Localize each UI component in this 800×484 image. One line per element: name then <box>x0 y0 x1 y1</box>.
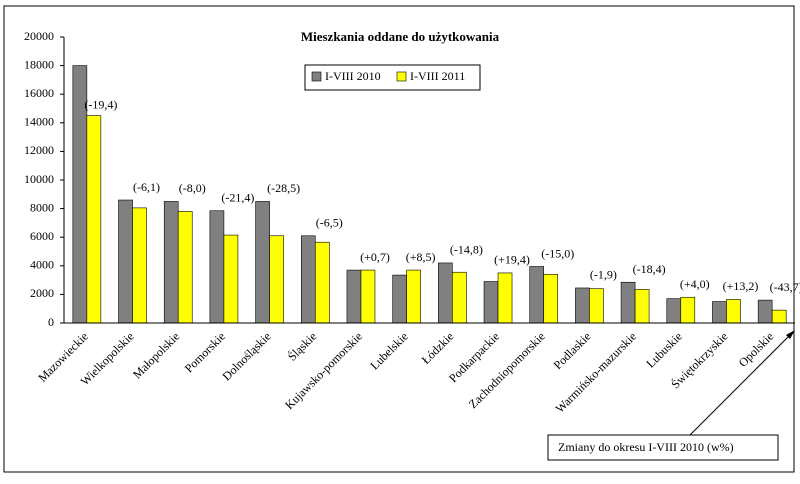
change-label: (-43,7) <box>770 280 800 294</box>
change-label: (-19,4) <box>84 97 117 111</box>
x-tick-label: Warmińsko-mazurskie <box>553 329 640 416</box>
change-label: (+0,7) <box>360 250 390 264</box>
bar <box>483 281 499 324</box>
x-tick-label: Dolnośląskie <box>219 329 273 383</box>
change-label: (-6,1) <box>133 180 160 194</box>
y-tick-label: 2000 <box>30 286 54 300</box>
legend-box <box>304 64 481 91</box>
legend-swatch <box>396 71 407 82</box>
bar <box>255 201 270 324</box>
chart-frame <box>3 5 795 473</box>
bar <box>529 266 545 324</box>
x-tick-label: Lubelskie <box>367 329 410 372</box>
bar <box>314 241 330 324</box>
legend-label: I-VIII 2011 <box>410 69 465 83</box>
bar <box>118 199 133 324</box>
bar <box>223 234 239 324</box>
bar <box>620 281 636 324</box>
bar <box>757 299 773 324</box>
bar <box>163 201 179 324</box>
legend-label: I-VIII 2010 <box>325 69 381 83</box>
x-tick-label: Opolskie <box>736 329 777 370</box>
bar <box>666 298 682 324</box>
chart-title: Mieszkania oddane do użytkowania <box>301 29 500 44</box>
y-tick-label: 14000 <box>24 115 54 129</box>
y-tick-label: 18000 <box>24 57 54 71</box>
y-tick-label: 0 <box>48 315 54 329</box>
y-tick-label: 4000 <box>30 258 54 272</box>
bar <box>392 274 407 324</box>
x-tick-label: Kujawsko-pomorskie <box>282 329 365 412</box>
y-tick-label: 6000 <box>30 229 54 243</box>
bar <box>726 299 741 324</box>
bar <box>452 271 467 324</box>
bar <box>360 269 376 324</box>
arrow-head <box>786 330 795 339</box>
bar <box>680 296 696 324</box>
bar <box>712 301 727 324</box>
change-label: (-14,8) <box>450 243 483 257</box>
y-tick-label: 8000 <box>30 200 54 214</box>
change-label: (-28,5) <box>267 181 300 195</box>
change-label: (-21,4) <box>221 190 254 204</box>
y-tick-label: 10000 <box>24 172 54 186</box>
bar <box>300 235 316 324</box>
change-label: (-1,9) <box>590 268 617 282</box>
legend-swatch <box>311 71 322 82</box>
change-label: (-6,5) <box>316 216 343 230</box>
change-label: (+13,2) <box>723 279 759 293</box>
bar <box>497 272 513 324</box>
bar <box>406 269 421 324</box>
bar <box>209 210 225 324</box>
y-tick-label: 16000 <box>24 86 54 100</box>
x-tick-label: Zachodniopomorskie <box>466 329 548 411</box>
bar <box>132 207 147 324</box>
change-label: (-8,0) <box>179 181 206 195</box>
x-tick-label: Podlaskie <box>551 329 594 372</box>
x-tick-label: Lubuskie <box>643 329 684 370</box>
bar <box>86 115 102 324</box>
x-tick-label: Łódzkie <box>419 329 457 367</box>
change-label: (+4,0) <box>680 277 710 291</box>
x-tick-label: Małopolskie <box>130 329 182 381</box>
callout-arrow <box>689 332 793 436</box>
y-tick-label: 12000 <box>24 143 54 157</box>
change-label: (-18,4) <box>633 262 666 276</box>
x-tick-label: Śląskie <box>285 329 319 363</box>
bar <box>543 274 559 324</box>
callout-box <box>547 434 779 461</box>
x-tick-label: Pomorskie <box>182 329 228 375</box>
change-label: (+8,5) <box>406 250 436 264</box>
bar <box>589 288 604 324</box>
bar <box>575 287 590 324</box>
change-label: (+19,4) <box>494 253 530 267</box>
bar <box>346 269 362 324</box>
bar <box>634 289 650 324</box>
bar <box>771 309 787 324</box>
y-tick-label: 20000 <box>24 29 54 43</box>
bar <box>438 262 453 324</box>
callout-text: Zmiany do okresu I-VIII 2010 (w%) <box>558 440 734 454</box>
bar <box>177 211 193 324</box>
change-label: (-15,0) <box>541 246 574 260</box>
bar <box>269 235 284 324</box>
